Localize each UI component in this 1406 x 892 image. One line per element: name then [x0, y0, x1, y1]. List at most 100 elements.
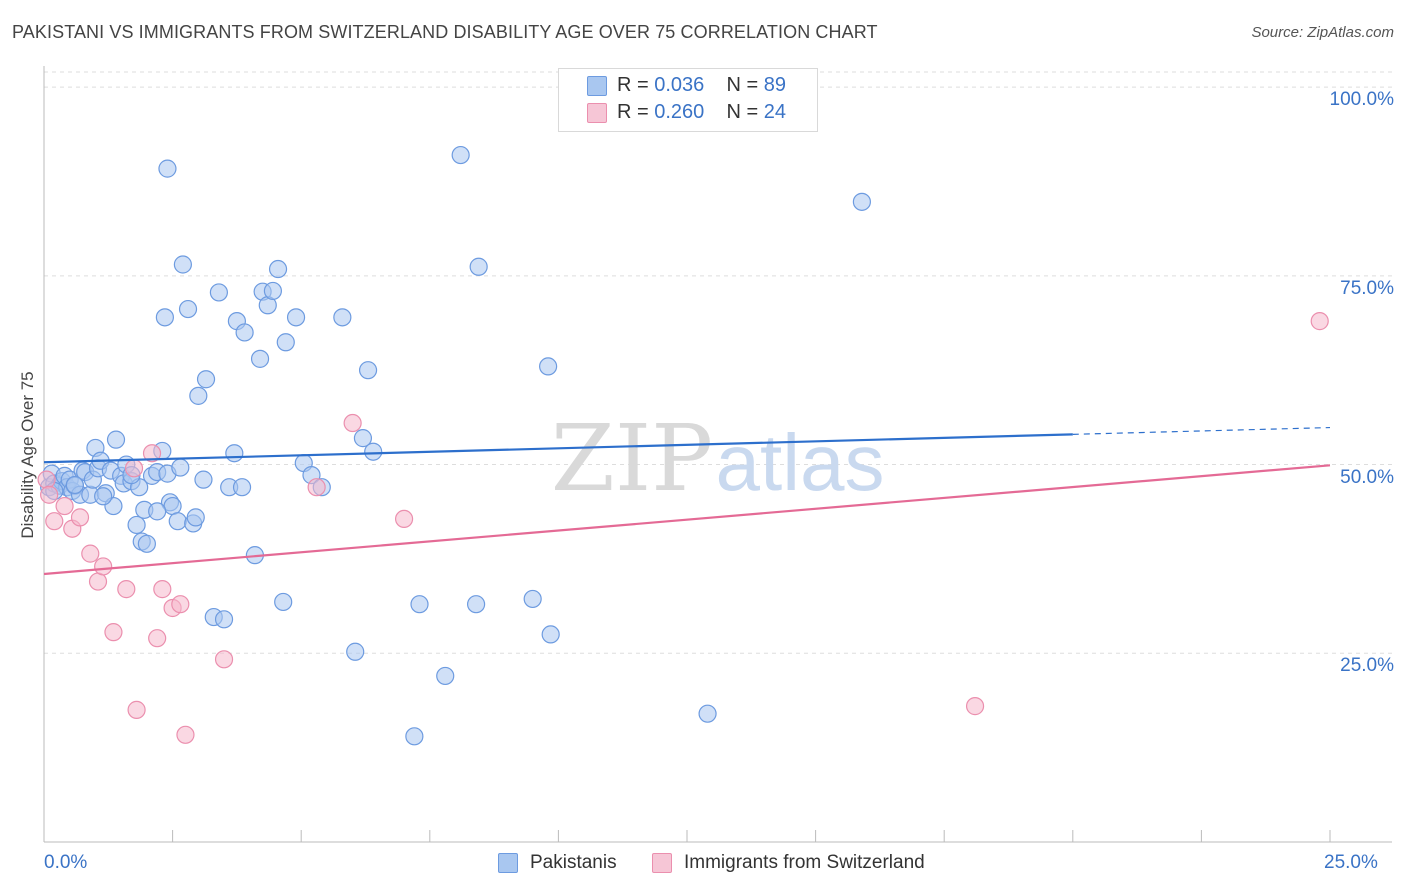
legend-n-label: N = — [726, 101, 759, 123]
switzerland-point — [70, 508, 90, 527]
pakistani-trend-line — [43, 433, 1073, 464]
bottom-legend-swatch-blue — [498, 853, 518, 873]
pakistani-point — [469, 257, 488, 276]
x-tick-label-min: 0.0% — [44, 852, 88, 873]
pakistani-point — [268, 259, 288, 279]
pakistani-point — [541, 625, 560, 644]
switzerland-point — [81, 544, 100, 563]
bottom-legend-label: Immigrants from Switzerland — [684, 852, 925, 873]
chart-source: Source: ZipAtlas.com — [1251, 24, 1394, 41]
pakistani-point — [186, 508, 205, 527]
correlation-legend: R = 0.036 N = 89 R = 0.260 N = 24 — [558, 68, 818, 132]
pakistani-point — [364, 442, 383, 461]
legend-r-label: R = — [617, 74, 649, 96]
x-tick-label-max: 25.0% — [1324, 852, 1378, 873]
y-axis-label: Disability Age Over 75 — [18, 371, 37, 539]
pakistani-point — [286, 308, 306, 327]
watermark: ZIP atlas — [551, 405, 885, 512]
legend-swatch-blue — [587, 76, 607, 96]
switzerland-point — [965, 697, 985, 716]
pakistani-point — [189, 386, 208, 405]
legend-n-value: 24 — [763, 101, 787, 123]
pakistani-point — [209, 283, 228, 302]
pakistani-point — [171, 458, 190, 477]
pakistani-trend-extension — [1072, 426, 1331, 435]
bottom-legend-swatch-pink — [652, 853, 672, 873]
switzerland-point — [214, 650, 234, 669]
switzerland-point — [88, 572, 108, 591]
pakistani-point — [232, 478, 252, 497]
pakistani-point — [353, 429, 373, 448]
y-tick-label: 100.0% — [1329, 89, 1394, 111]
trend-layer — [43, 426, 1331, 576]
switzerland-point — [343, 413, 362, 433]
pakistani-point — [263, 281, 283, 301]
pakistani-point — [173, 255, 192, 274]
switzerland-trend-line — [43, 464, 1331, 576]
pakistani-point — [148, 502, 167, 521]
switzerland-point — [1310, 312, 1329, 331]
axis-layer — [43, 66, 1392, 843]
switzerland-point — [148, 629, 167, 648]
switzerland-point — [171, 595, 190, 614]
pakistani-point — [94, 487, 113, 506]
y-tick-label: 25.0% — [1340, 655, 1394, 677]
pakistani-point — [698, 704, 717, 723]
pakistani-point — [436, 666, 455, 686]
switzerland-point — [55, 496, 74, 516]
points-layer — [37, 145, 1329, 746]
pakistani-point — [225, 444, 244, 463]
pakistani-point — [451, 145, 470, 165]
y-tick-label: 75.0% — [1340, 277, 1394, 299]
switzerland-point — [153, 580, 172, 599]
legend-r-value: 0.260 — [654, 101, 705, 123]
pakistani-point — [65, 475, 84, 495]
pakistani-point — [196, 370, 216, 389]
watermark-atlas: atlas — [716, 418, 885, 507]
pakistani-point — [466, 595, 486, 614]
switzerland-point — [45, 512, 64, 531]
pakistani-point — [410, 595, 429, 614]
pakistani-point — [539, 357, 558, 376]
switzerland-point — [176, 725, 195, 744]
pakistani-point — [274, 592, 293, 612]
pakistani-point — [346, 642, 365, 661]
pakistani-point — [194, 470, 213, 489]
pakistani-point — [250, 349, 270, 368]
grid-layer — [44, 71, 1392, 654]
pakistani-point — [106, 430, 126, 449]
watermark-zip: ZIP — [551, 405, 713, 512]
legend-n-label: N = — [726, 74, 759, 96]
pakistani-point — [137, 534, 156, 553]
switzerland-point — [37, 470, 56, 489]
chart-title: PAKISTANI VS IMMIGRANTS FROM SWITZERLAND… — [12, 22, 878, 42]
switzerland-point — [124, 459, 144, 478]
switzerland-point — [142, 444, 162, 463]
legend-n-value: 89 — [763, 74, 787, 96]
switzerland-point — [104, 623, 123, 642]
switzerland-point — [117, 580, 136, 599]
legend-swatch-pink — [587, 103, 607, 123]
pakistani-point — [155, 308, 174, 327]
switzerland-point — [127, 700, 146, 719]
pakistani-point — [168, 512, 187, 531]
pakistani-point — [214, 610, 234, 629]
pakistani-point — [358, 361, 378, 380]
bottom-legend-label: Pakistanis — [530, 852, 617, 873]
pakistani-point — [178, 299, 198, 319]
pakistani-point — [333, 308, 352, 327]
legend-r-value: 0.036 — [654, 74, 705, 96]
y-tick-label: 50.0% — [1340, 466, 1394, 488]
pakistani-point — [163, 496, 182, 516]
pakistani-point — [405, 727, 424, 746]
switzerland-point — [394, 509, 414, 529]
pakistani-point — [523, 589, 542, 609]
switzerland-point — [94, 557, 113, 576]
pakistani-point — [158, 159, 177, 178]
switzerland-point — [307, 478, 326, 497]
pakistani-point — [127, 515, 146, 535]
pakistani-point — [276, 333, 295, 352]
legend-r-label: R = — [617, 101, 649, 123]
pakistani-point — [235, 323, 254, 342]
